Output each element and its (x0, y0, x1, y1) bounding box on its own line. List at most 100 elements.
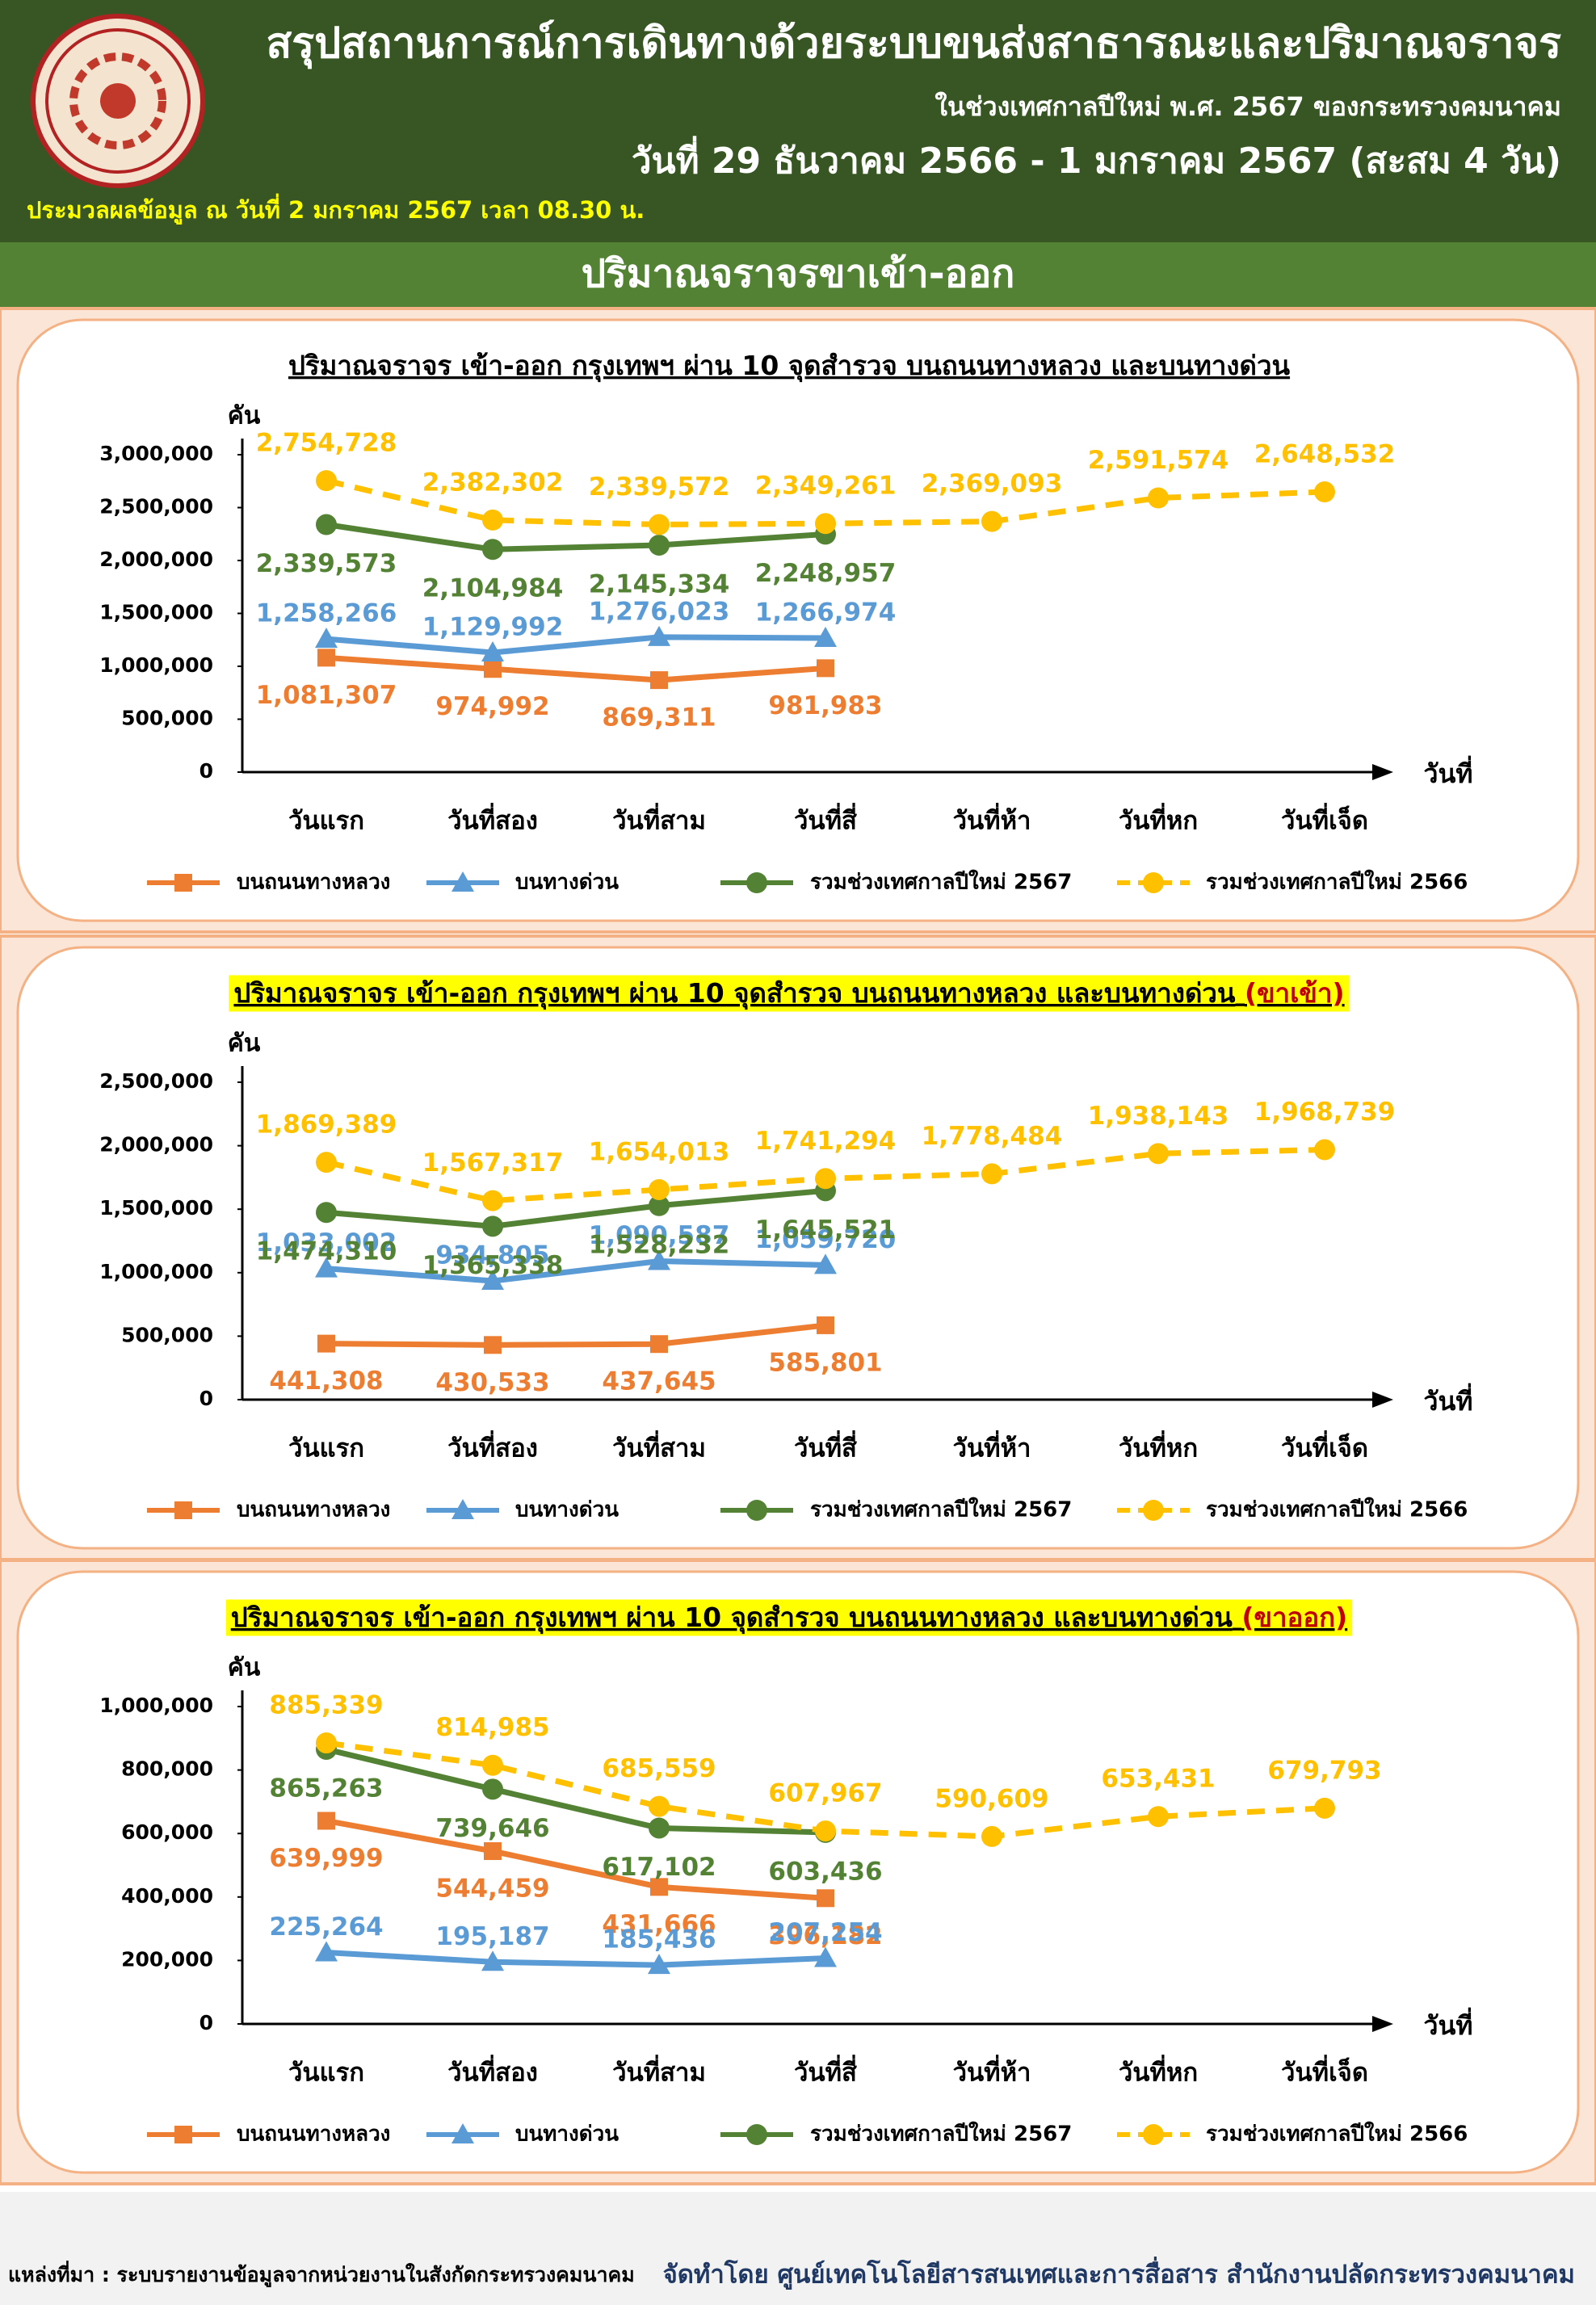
legend-item: บนถนนทางหลวง (147, 1498, 390, 1522)
value-label: 1,567,317 (422, 1148, 564, 1178)
title-highlight (229, 975, 1350, 1012)
marker (650, 1335, 668, 1354)
x-tick-label: วันที่หก (1119, 2055, 1198, 2088)
chart-title-main: ปริมาณจราจร เข้า-ออก กรุงเทพฯ ผ่าน 10 จุ… (233, 977, 1236, 1010)
value-label: 1,033,002 (256, 1228, 397, 1257)
marker (815, 513, 836, 535)
x-axis-arrow (1372, 764, 1393, 780)
marker (814, 627, 837, 648)
x-tick-label: วันที่สี่ (794, 803, 857, 836)
panel (16, 1570, 1580, 2174)
value-label: 207,254 (768, 1918, 882, 1947)
series-line (326, 1818, 826, 1901)
marker (482, 1190, 503, 1211)
chart-title-suffix: (ขาออก) (1241, 1602, 1347, 1633)
value-label: 1,081,307 (256, 681, 397, 710)
marker (815, 1820, 836, 1842)
marker (649, 514, 670, 535)
marker (817, 1889, 834, 1908)
value-label: 1,968,739 (1254, 1098, 1396, 1127)
value-label: 639,999 (269, 1844, 383, 1873)
x-tick-label: วันที่หก (1119, 1430, 1198, 1463)
title-highlight (225, 1599, 1353, 1636)
chart-title-suffix: (ขาเข้า) (1245, 977, 1345, 1009)
legend-label: บนถนนทางหลวง (237, 2122, 390, 2147)
value-label: 2,754,728 (256, 429, 397, 458)
legend-marker (746, 872, 767, 893)
legend-label: บนทางด่วน (515, 1498, 619, 1522)
legend-marker (452, 1499, 474, 1519)
marker (317, 1812, 335, 1830)
value-label: 2,339,573 (256, 549, 397, 578)
header-band (0, 0, 1596, 242)
value-label: 603,436 (768, 1857, 882, 1886)
legend-label: บนทางด่วน (515, 2122, 619, 2147)
value-label: 185,436 (602, 1925, 716, 1954)
panel (16, 318, 1580, 922)
legend-marker (452, 871, 474, 892)
marker (649, 1178, 670, 1200)
marker (482, 539, 503, 561)
value-label: 590,609 (934, 1784, 1048, 1813)
y-tick-label: 2,000,000 (99, 1133, 213, 1157)
marker (317, 649, 335, 667)
chart: ปริมาณจราจร เข้า-ออก กรุงเทพฯ ผ่าน 10 จุ… (99, 1599, 1473, 2147)
x-tick-label: วันที่ห้า (953, 1430, 1031, 1463)
legend-marker (1143, 1500, 1164, 1521)
y-tick-label: 500,000 (121, 707, 213, 730)
chart-title: ปริมาณจราจร เข้า-ออก กรุงเทพฯ ผ่าน 10 จุ… (233, 977, 1344, 1010)
legend-label: รวมช่วงเทศกาลปีใหม่ 2567 (810, 1497, 1072, 1522)
x-tick-label: วันที่สอง (447, 803, 538, 836)
y-tick-label: 1,000,000 (99, 653, 213, 677)
marker (817, 659, 834, 678)
marker (814, 1253, 837, 1274)
marker (315, 1941, 338, 1962)
chart-title-main: ปริมาณจราจร เข้า-ออก กรุงเทพฯ ผ่าน 10 จุ… (288, 350, 1291, 383)
legend-marker (1143, 872, 1164, 893)
panel (16, 946, 1580, 1550)
legend-label: บนทางด่วน (515, 871, 619, 895)
header-subtitle: ในช่วงเทศกาลปีใหม่ พ.ศ. 2567 ของกระทรวงค… (934, 91, 1561, 122)
x-tick-label: วันที่เจ็ด (1281, 2055, 1368, 2088)
value-label: 2,369,093 (922, 469, 1063, 498)
marker (649, 1795, 670, 1817)
y-tick-label: 200,000 (121, 1947, 213, 1971)
footer-source: แหล่งที่มา : ระบบรายงานข้อมูลจากหน่วยงาน… (8, 2261, 635, 2288)
value-label: 441,308 (269, 1367, 383, 1396)
value-label: 1,938,143 (1088, 1102, 1229, 1131)
legend-label: บนถนนทางหลวง (237, 1498, 390, 1522)
marker (482, 1215, 503, 1237)
value-label: 865,263 (269, 1774, 383, 1803)
value-label: 814,985 (435, 1713, 549, 1742)
marker (1148, 1806, 1169, 1828)
series-line (326, 654, 826, 683)
legend-label: รวมช่วงเทศกาลปีใหม่ 2566 (1206, 2122, 1468, 2147)
value-label: 739,646 (435, 1814, 549, 1843)
series-line (326, 522, 826, 552)
marker (316, 1202, 337, 1224)
y-tick-label: 2,500,000 (99, 1069, 213, 1093)
y-axis-label: คัน (228, 402, 261, 430)
value-label: 1,266,974 (755, 598, 897, 628)
value-label: 1,276,023 (589, 597, 730, 626)
legend-label: รวมช่วงเทศกาลปีใหม่ 2566 (1206, 870, 1468, 895)
marker (484, 1842, 502, 1861)
x-axis-arrow (1372, 2016, 1393, 2032)
x-axis-label: วันที่ (1424, 2007, 1473, 2041)
value-label: 437,645 (602, 1367, 716, 1396)
x-tick-label: วันที่ห้า (953, 2055, 1031, 2088)
footer-credit: จัดทำโดย ศูนย์เทคโนโลยีสารสนเทศและการสื่… (663, 2257, 1575, 2290)
value-label: 653,431 (1101, 1765, 1215, 1794)
value-label: 431,666 (602, 1910, 716, 1939)
value-label: 2,339,572 (589, 472, 730, 502)
value-label: 2,591,574 (1088, 446, 1229, 475)
value-label: 585,801 (768, 1348, 882, 1377)
legend-item: รวมช่วงเทศกาลปีใหม่ 2567 (720, 1497, 1072, 1522)
marker (482, 509, 503, 531)
marker (315, 1257, 338, 1278)
y-tick-label: 800,000 (121, 1757, 213, 1781)
marker (814, 1946, 837, 1967)
chart-title: ปริมาณจราจร เข้า-ออก กรุงเทพฯ ผ่าน 10 จุ… (288, 350, 1291, 383)
marker (649, 534, 670, 556)
